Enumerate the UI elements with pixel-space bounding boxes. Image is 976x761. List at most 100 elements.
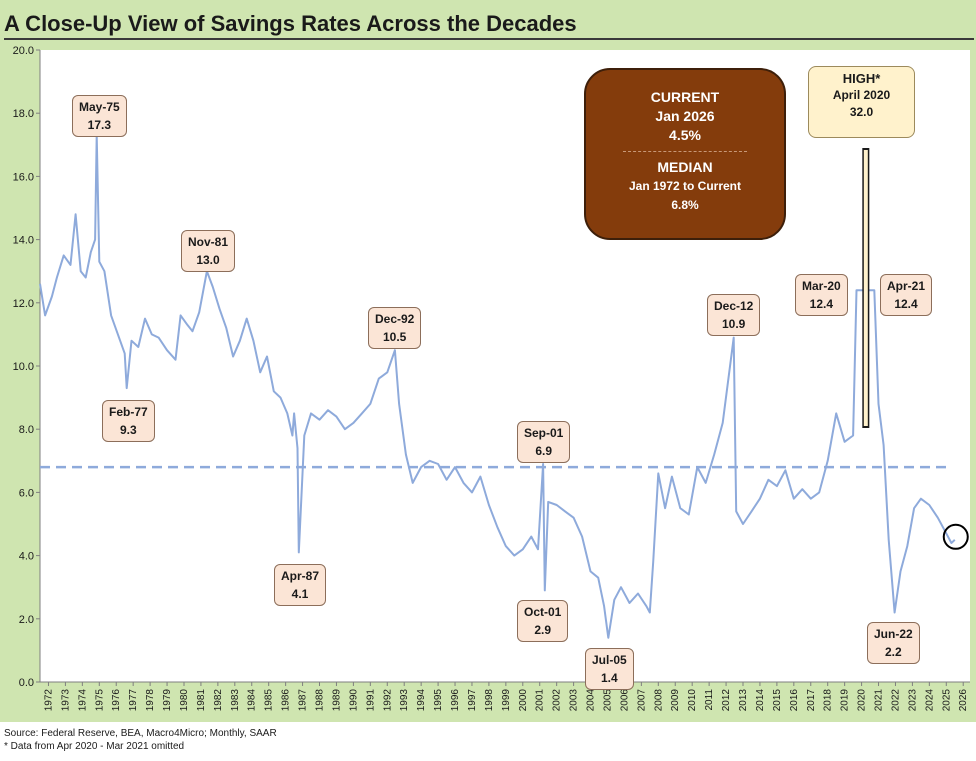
x-tick-label: 2019 [840, 689, 851, 712]
callout-label: Jun-22 [874, 627, 913, 641]
x-tick-label: 2013 [738, 689, 749, 712]
callout-value: 13.0 [196, 253, 220, 267]
current-median-box: CURRENT Jan 2026 4.5% MEDIAN Jan 1972 to… [584, 68, 786, 240]
x-tick-label: 2012 [721, 689, 732, 712]
current-value-circle [942, 523, 969, 550]
callout-label: May-75 [79, 100, 120, 114]
callout-label: Mar-20 [802, 279, 841, 293]
x-tick-label: 1973 [60, 689, 71, 712]
x-tick-label: 2020 [857, 689, 868, 712]
callout-nov-81: Nov-81 13.0 [181, 230, 236, 272]
box-divider [623, 151, 747, 152]
x-tick-label: 1991 [365, 689, 376, 712]
x-tick-label: 2009 [670, 689, 681, 712]
callout-value: 1.4 [601, 671, 618, 685]
callout-label: Nov-81 [188, 235, 229, 249]
current-heading: CURRENT [650, 89, 720, 105]
x-tick-label: 1994 [416, 689, 427, 712]
x-tick-label: 2002 [552, 689, 563, 712]
callout-mar-20: Mar-20 12.4 [795, 274, 848, 316]
x-tick-label: 1974 [77, 689, 88, 712]
x-tick-label: 2016 [789, 689, 800, 712]
x-tick-label: 1986 [281, 689, 292, 712]
x-tick-label: 2000 [518, 689, 529, 712]
callout-value: 9.3 [120, 423, 137, 437]
callout-apr-87: Apr-87 4.1 [274, 564, 327, 606]
x-tick-label: 2003 [569, 689, 580, 712]
callout-label: Feb-77 [109, 405, 148, 419]
high-value: 32.0 [849, 105, 874, 119]
x-tick-label: 1996 [450, 689, 461, 712]
callout-value: 6.9 [535, 444, 553, 458]
current-date: Jan 2026 [655, 108, 715, 124]
x-tick-label: 1982 [213, 689, 224, 712]
x-tick-label: 2001 [535, 689, 546, 712]
x-tick-label: 2006 [619, 689, 630, 712]
callout-value: 10.5 [383, 330, 407, 344]
x-tick-label: 2021 [874, 689, 885, 712]
callout-dec-12: Dec-12 10.9 [707, 294, 761, 336]
callout-label: Sep-01 [524, 426, 564, 440]
y-tick-label: 8.0 [19, 424, 34, 436]
x-tick-label: 1993 [399, 689, 410, 712]
high-box: HIGH* April 2020 32.0 [808, 66, 915, 138]
callout-label: Dec-92 [375, 312, 415, 326]
x-tick-label: 2026 [958, 689, 969, 712]
x-tick-label: 2024 [924, 689, 935, 712]
x-tick-label: 2022 [890, 689, 901, 712]
title-underline [4, 38, 974, 40]
x-tick-label: 1997 [467, 689, 478, 712]
callout-label: Apr-21 [887, 279, 926, 293]
x-tick-label: 2010 [687, 689, 698, 712]
x-tick-label: 1984 [247, 689, 258, 712]
callout-oct-01: Oct-01 2.9 [517, 600, 569, 642]
callout-value: 2.2 [885, 645, 902, 659]
y-tick-label: 6.0 [19, 487, 34, 499]
x-tick-label: 2025 [941, 689, 952, 712]
x-tick-label: 1990 [348, 689, 359, 712]
x-tick-label: 1977 [128, 689, 139, 712]
y-tick-label: 0.0 [19, 677, 34, 689]
x-tick-label: 2018 [823, 689, 834, 712]
x-tick-label: 1976 [111, 689, 122, 712]
callout-label: Apr-87 [281, 569, 320, 583]
x-tick-label: 1999 [501, 689, 512, 712]
chart-title: A Close-Up View of Savings Rates Across … [4, 11, 577, 36]
y-tick-label: 16.0 [13, 171, 34, 183]
callout-value: 10.9 [722, 317, 746, 331]
footer: Source: Federal Reserve, BEA, Macro4Micr… [4, 727, 277, 753]
x-tick-label: 2004 [586, 689, 597, 712]
omission-note: * Data from Apr 2020 - Mar 2021 omitted [4, 741, 185, 752]
x-tick-label: 2023 [907, 689, 918, 712]
y-tick-label: 12.0 [13, 298, 34, 310]
x-tick-label: 2017 [806, 689, 817, 712]
savings-rate-line [39, 134, 956, 639]
x-tick-label: 2015 [772, 689, 783, 712]
x-tick-label: 1981 [196, 689, 207, 712]
x-tick-label: 1979 [162, 689, 173, 712]
median-period: Jan 1972 to Current [628, 179, 742, 193]
y-tick-label: 14.0 [13, 235, 34, 247]
x-tick-label: 1978 [145, 689, 156, 712]
source-note: Source: Federal Reserve, BEA, Macro4Micr… [4, 728, 277, 739]
x-tick-label: 1975 [94, 689, 105, 712]
x-tick-label: 1992 [382, 689, 393, 712]
callout-label: Oct-01 [524, 605, 562, 619]
x-tick-label: 1988 [315, 689, 326, 712]
x-tick-label: 2014 [755, 689, 766, 712]
callout-jun-22: Jun-22 2.2 [867, 622, 920, 664]
x-tick-label: 1980 [179, 689, 190, 712]
y-tick-label: 4.0 [19, 551, 34, 563]
plot-area [40, 50, 970, 682]
y-tick-label: 20.0 [13, 45, 34, 57]
y-tick-label: 18.0 [13, 108, 34, 120]
x-tick-label: 2008 [653, 689, 664, 712]
current-value: 4.5% [669, 127, 701, 143]
x-tick-label: 2011 [704, 689, 715, 711]
median-heading: MEDIAN [657, 159, 713, 175]
callout-label: Jul-05 [592, 653, 627, 667]
median-value: 6.8% [671, 198, 699, 212]
y-tick-label: 10.0 [13, 361, 34, 373]
x-tick-label: 2007 [636, 689, 647, 712]
callout-apr-21: Apr-21 12.4 [880, 274, 933, 316]
